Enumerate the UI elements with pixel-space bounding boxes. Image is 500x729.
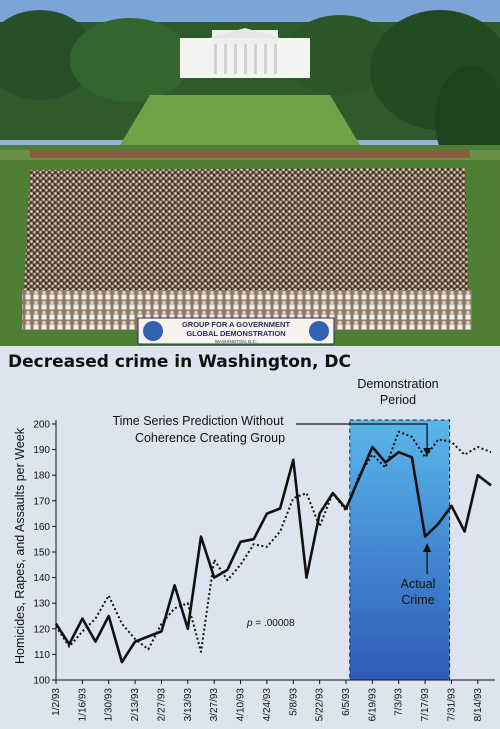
p-value-label: p = .00008	[246, 618, 295, 629]
prediction-leader-line	[296, 423, 428, 450]
x-tick-label: 3/13/93	[183, 688, 194, 722]
x-tick-label: 1/16/93	[77, 688, 88, 722]
x-tick-label: 7/3/93	[394, 688, 405, 716]
x-tick-label: 1/30/93	[104, 688, 115, 722]
x-tick-label: 2/27/93	[156, 688, 167, 722]
x-tick-label: 1/2/93	[51, 688, 62, 716]
y-tick-label: 110	[34, 650, 50, 661]
x-tick-label: 8/14/93	[473, 688, 484, 722]
banner-line-2: GLOBAL DEMONSTRATION	[186, 329, 285, 338]
y-tick-label: 170	[33, 496, 50, 507]
p-value-number: = .00008	[253, 618, 295, 629]
actual-arrowhead	[423, 543, 432, 552]
x-tick-label: 5/22/93	[315, 688, 326, 722]
prediction-arrowhead	[423, 448, 432, 456]
period-label-line-1: Demonstration	[357, 377, 438, 391]
demonstration-period-band	[349, 419, 451, 681]
y-tick-label: 130	[33, 599, 50, 610]
x-tick-label: 4/10/93	[236, 688, 247, 722]
x-tick-label: 4/24/93	[262, 688, 273, 722]
period-label-line-2: Period	[380, 393, 416, 407]
y-tick-label: 180	[33, 471, 50, 482]
actual-label-line-1: Actual	[401, 577, 436, 591]
p-value-prefix: p	[246, 618, 253, 629]
x-tick-label: 5/8/93	[288, 688, 299, 716]
y-tick-label: 160	[33, 522, 50, 533]
demonstration-group-photo: GROUP FOR A GOVERNMENT GLOBAL DEMONSTRAT…	[0, 0, 500, 346]
x-tick-label: 6/19/93	[367, 688, 378, 722]
y-tick-label: 150	[33, 548, 50, 559]
x-tick-label: 6/5/93	[341, 688, 352, 716]
y-axis-label: Homicides, Rapes, and Assaults per Week	[13, 427, 27, 664]
x-tick-label: 7/17/93	[420, 688, 431, 722]
actual-label-line-2: Crime	[401, 593, 434, 607]
y-tick-label: 100	[33, 676, 50, 687]
chart-title: Decreased crime in Washington, DC	[8, 352, 351, 372]
prediction-line	[55, 430, 492, 653]
actual-crime-line	[54, 445, 492, 664]
y-tick-label: 120	[33, 624, 50, 635]
crime-line-chart: 100 110 120 130 140 150 160 170 180 190 200 1/2/93 1…	[13, 377, 495, 722]
prediction-label-line-2: Coherence Creating Group	[135, 431, 285, 445]
x-tick-label: 7/31/93	[446, 688, 457, 722]
x-tick-label: 2/13/93	[130, 688, 141, 722]
x-tick-label: 3/27/93	[209, 688, 220, 722]
banner-line-3: WASHINGTON, D.C.	[215, 339, 257, 344]
banner-line-1: GROUP FOR A GOVERNMENT	[182, 320, 290, 329]
y-tick-label: 200	[33, 420, 50, 431]
y-tick-label: 140	[33, 573, 50, 584]
prediction-label-line-1: Time Series Prediction Without	[112, 414, 284, 428]
y-tick-label: 190	[33, 445, 50, 456]
